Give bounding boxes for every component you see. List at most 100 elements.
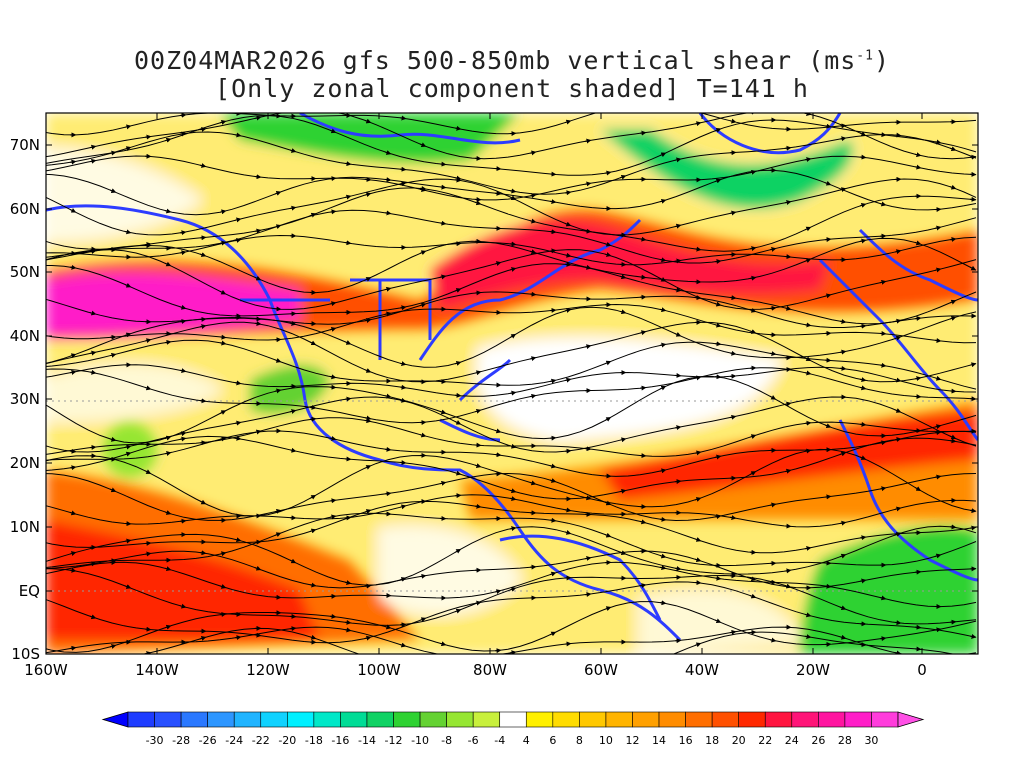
colorbar-label: 26 [811,734,825,747]
stream-arrow [179,603,187,609]
stream-arrow [254,321,262,327]
stream-arrow [549,199,557,205]
streamline [46,249,977,310]
colorbar-swatch [791,711,819,728]
stream-arrow [564,507,572,513]
colorbar-swatch [711,711,739,728]
stream-arrow [344,194,352,200]
colorbar-label: -4 [494,734,505,747]
stream-arrow [509,587,517,592]
stream-arrow [604,360,612,366]
stream-arrow [364,509,372,514]
stream-arrow [69,567,77,573]
stream-arrow [749,471,757,476]
stream-arrow [859,131,867,137]
stream-arrow [804,157,812,162]
stream-arrow [549,378,557,384]
stream-arrow [859,385,867,391]
stream-arrow [914,316,922,321]
stream-arrow [694,557,702,563]
colorbar-swatch [260,711,288,728]
stream-arrow [949,316,957,321]
stream-arrow [839,349,847,355]
stream-arrow [784,305,792,311]
stream-arrow [604,241,612,247]
stream-arrow [144,241,152,247]
longitude-axis: 160W 140W 120W 100W 80W 60W 40W 20W 0 [24,113,927,679]
colorbar: -30 -28 -26 -24 -22 -20 -18 -16 -14 -12 -10 -8 -6 -4 4… [101,711,925,747]
stream-arrow [124,229,132,235]
streamline [46,396,977,453]
stream-arrow [879,636,887,642]
stream-arrow [254,115,262,121]
stream-arrow [364,368,372,373]
stream-arrow [659,553,667,559]
colorbar-swatch [287,711,315,728]
colorbar-label: 30 [864,734,878,747]
streamline [46,237,977,294]
stream-arrow [659,385,667,391]
stream-arrow [289,626,297,632]
stream-arrow [639,330,647,336]
colorbar-label: -16 [331,734,349,747]
stream-arrow [659,257,667,263]
stream-arrow [474,600,482,606]
stream-arrow [804,226,812,232]
stream-arrow [804,322,812,328]
stream-arrow [309,582,317,588]
stream-arrow [859,578,867,584]
stream-arrow [219,584,227,589]
colorbar-label: -30 [146,734,164,747]
colorbar-label: -10 [411,734,429,747]
streamline [46,525,977,586]
stream-arrow [839,136,847,142]
stream-arrow [564,529,572,535]
streamline [46,417,977,457]
stream-arrow [529,393,537,399]
lat-label: 60N [10,200,40,218]
stream-arrow [329,301,337,307]
stream-arrow [124,444,132,450]
stream-arrow [399,397,407,403]
stream-arrow [804,545,812,551]
stream-arrow [824,423,832,428]
stream-arrow [839,187,847,193]
stream-arrow [234,132,242,138]
stream-arrow [124,451,132,457]
lat-label: 40N [10,327,40,345]
stream-arrow [199,499,207,505]
stream-arrow [494,589,502,595]
stream-arrow [89,158,97,164]
stream-arrow [164,451,172,456]
stream-arrow [274,508,282,514]
stream-arrow [839,634,847,640]
stream-arrow [694,246,702,252]
streamline [46,234,977,266]
stream-arrow [604,532,612,538]
stream-arrow [529,480,537,486]
streamline [46,321,977,383]
stream-arrow [749,576,757,582]
colorbar-label: -14 [358,734,376,747]
stream-arrow [894,408,902,413]
stream-arrow [604,606,612,611]
stream-arrow [729,515,737,521]
stream-arrow [659,565,667,571]
stream-arrow [509,188,517,194]
lon-label: 80W [473,661,507,679]
stream-arrow [640,666,644,668]
colorbar-swatch [127,711,155,728]
streamline [46,364,977,397]
stream-arrow [530,675,534,676]
stream-arrow [219,289,227,295]
stream-arrow [694,375,702,381]
stream-arrow [364,418,372,424]
stream-arrow [859,455,867,460]
stream-arrow [894,436,902,442]
streamline [46,561,977,608]
stream-arrow [714,259,722,264]
stream-arrow [949,236,957,242]
colorbar-label: 8 [576,734,583,747]
stream-arrow [879,201,887,207]
colorbar-swatch [871,711,899,728]
